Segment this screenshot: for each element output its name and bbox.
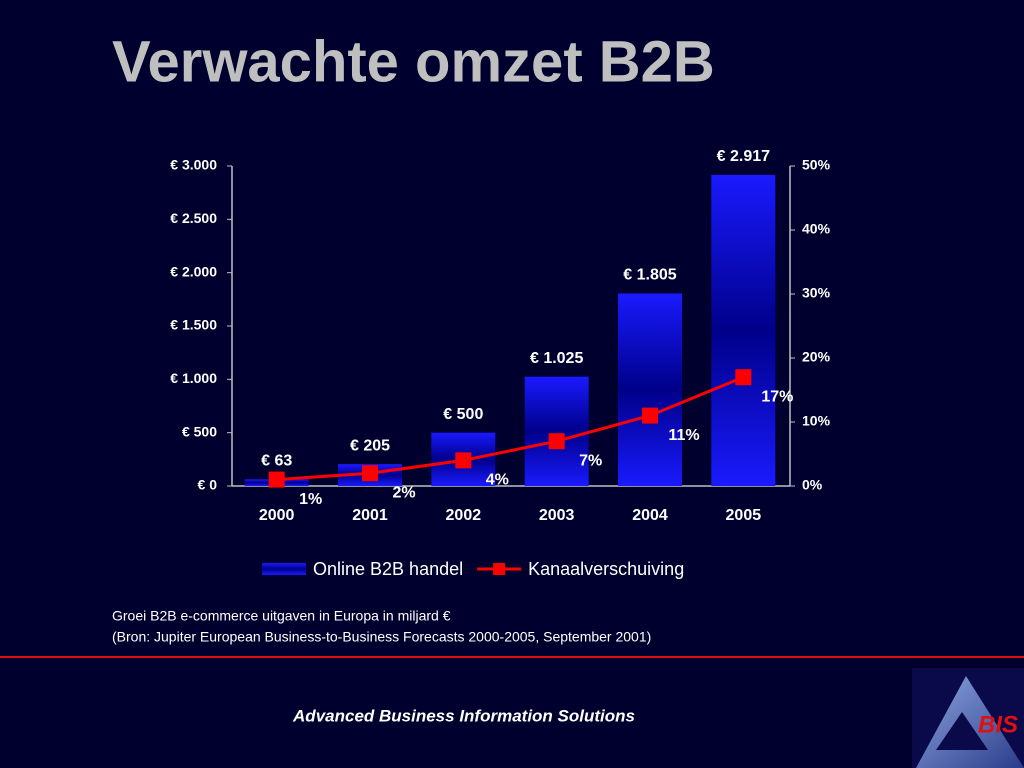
line-marker <box>362 465 378 482</box>
y2-tick-label: 10% <box>802 413 831 429</box>
y-tick-label: € 2.500 <box>170 210 217 226</box>
line-value-label: 2% <box>392 484 415 501</box>
bar-value-label: € 63 <box>261 452 292 469</box>
logo-text: BIS <box>978 711 1018 738</box>
line-marker <box>548 433 565 450</box>
line-marker <box>735 369 752 386</box>
x-tick-label: 2002 <box>446 507 482 524</box>
x-tick-label: 2000 <box>259 507 295 524</box>
caption: (Bron: Jupiter European Business-to-Busi… <box>112 629 651 645</box>
y-tick-label: € 3.000 <box>170 157 217 173</box>
x-tick-label: 2004 <box>632 507 668 524</box>
y2-tick-label: 30% <box>802 285 831 301</box>
line-marker <box>642 407 658 424</box>
bar-value-label: € 2.917 <box>717 148 770 165</box>
bar-value-label: € 205 <box>350 437 390 454</box>
line-marker <box>268 471 285 488</box>
legend-label: Kanaalverschuiving <box>528 559 684 579</box>
caption: Groei B2B e-commerce uitgaven in Europa … <box>112 608 451 624</box>
x-tick-label: 2005 <box>726 507 762 524</box>
y2-tick-label: 50% <box>802 157 831 173</box>
bar-value-label: € 1.805 <box>623 267 676 284</box>
line-value-label: 7% <box>579 452 602 469</box>
bar <box>618 293 682 486</box>
line-marker <box>455 452 472 469</box>
logo: BIS <box>912 668 1024 768</box>
legend-label: Online B2B handel <box>313 559 463 579</box>
x-tick-label: 2001 <box>352 507 388 524</box>
bar <box>711 174 776 486</box>
y-tick-label: € 1.000 <box>170 370 217 386</box>
y2-tick-label: 40% <box>802 221 831 237</box>
legend-swatch <box>262 563 306 575</box>
line-value-label: 11% <box>668 427 699 444</box>
y-tick-label: € 0 <box>198 477 218 493</box>
y2-tick-label: 20% <box>802 349 831 365</box>
y2-tick-label: 0% <box>802 477 823 493</box>
y-tick-label: € 2.000 <box>170 263 217 279</box>
line-value-label: 4% <box>486 472 509 489</box>
bar <box>524 376 589 486</box>
line-value-label: 17% <box>761 388 793 405</box>
x-tick-label: 2003 <box>539 507 575 524</box>
bar-value-label: € 1.025 <box>530 350 583 367</box>
y-tick-label: € 1.500 <box>170 317 217 333</box>
line <box>276 375 744 482</box>
bar-value-label: € 500 <box>443 406 483 423</box>
y-tick-label: € 500 <box>182 423 217 439</box>
line-value-label: 1% <box>299 491 322 508</box>
footer: Advanced Business Information Solutions <box>292 706 635 725</box>
legend-marker <box>493 563 506 575</box>
slide-title: Verwachte omzet B2B <box>112 29 715 94</box>
logo-triangle-inner <box>936 712 988 750</box>
